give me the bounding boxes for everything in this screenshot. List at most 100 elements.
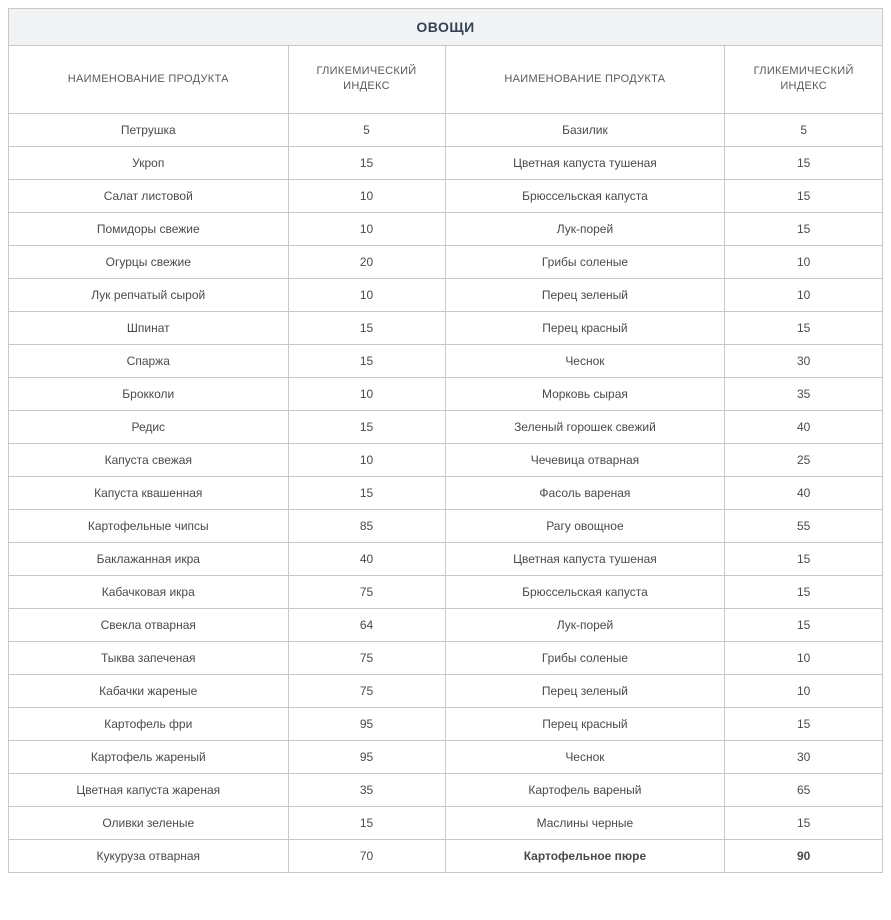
product-name: Картофельное пюре xyxy=(446,839,725,872)
table-row: Шпинат15 xyxy=(9,311,445,344)
table-row: Чечевица отварная25 xyxy=(446,443,883,476)
table-row: Грибы соленые10 xyxy=(446,245,883,278)
glycemic-index: 15 xyxy=(288,344,445,377)
product-name: Цветная капуста тушеная xyxy=(446,146,725,179)
glycemic-index: 15 xyxy=(725,179,882,212)
left-table: НАИМЕНОВАНИЕ ПРОДУКТА ГЛИКЕМИЧЕСКИЙ ИНДЕ… xyxy=(9,46,446,872)
table-row: Цветная капуста тушеная15 xyxy=(446,146,883,179)
product-name: Рагу овощное xyxy=(446,509,725,542)
product-name: Чеснок xyxy=(446,740,725,773)
product-name: Капуста квашенная xyxy=(9,476,288,509)
glycemic-index: 15 xyxy=(725,575,882,608)
glycemic-index: 15 xyxy=(288,806,445,839)
glycemic-index: 15 xyxy=(288,410,445,443)
table-row: Брюссельская капуста15 xyxy=(446,575,883,608)
product-name: Кабачковая икра xyxy=(9,575,288,608)
table-row: Фасоль вареная40 xyxy=(446,476,883,509)
header-row: НАИМЕНОВАНИЕ ПРОДУКТА ГЛИКЕМИЧЕСКИЙ ИНДЕ… xyxy=(446,46,883,113)
product-name: Чеснок xyxy=(446,344,725,377)
glycemic-index: 10 xyxy=(288,377,445,410)
product-name: Перец красный xyxy=(446,311,725,344)
glycemic-index: 15 xyxy=(725,806,882,839)
table-row: Чеснок30 xyxy=(446,344,883,377)
table-row: Тыква запеченая75 xyxy=(9,641,445,674)
product-name: Спаржа xyxy=(9,344,288,377)
product-name: Перец зеленый xyxy=(446,278,725,311)
product-name: Брюссельская капуста xyxy=(446,179,725,212)
product-name: Лук репчатый сырой xyxy=(9,278,288,311)
product-name: Оливки зеленые xyxy=(9,806,288,839)
table-row: Зеленый горошек свежий40 xyxy=(446,410,883,443)
table-row: Кабачки жареные75 xyxy=(9,674,445,707)
product-name: Баклажанная икра xyxy=(9,542,288,575)
header-name: НАИМЕНОВАНИЕ ПРОДУКТА xyxy=(9,46,288,113)
glycemic-index: 15 xyxy=(725,608,882,641)
glycemic-index: 15 xyxy=(725,212,882,245)
product-name: Огурцы свежие xyxy=(9,245,288,278)
glycemic-index: 10 xyxy=(725,641,882,674)
table-row: Лук репчатый сырой10 xyxy=(9,278,445,311)
product-name: Кукуруза отварная xyxy=(9,839,288,872)
columns-wrap: НАИМЕНОВАНИЕ ПРОДУКТА ГЛИКЕМИЧЕСКИЙ ИНДЕ… xyxy=(9,46,882,872)
product-name: Картофель жареный xyxy=(9,740,288,773)
table-row: Петрушка5 xyxy=(9,113,445,146)
glycemic-index: 90 xyxy=(725,839,882,872)
product-name: Морковь сырая xyxy=(446,377,725,410)
table-row: Рагу овощное55 xyxy=(446,509,883,542)
product-name: Грибы соленые xyxy=(446,641,725,674)
glycemic-index: 15 xyxy=(725,542,882,575)
table-row: Цветная капуста тушеная15 xyxy=(446,542,883,575)
product-name: Укроп xyxy=(9,146,288,179)
right-table: НАИМЕНОВАНИЕ ПРОДУКТА ГЛИКЕМИЧЕСКИЙ ИНДЕ… xyxy=(446,46,883,872)
table-row: Огурцы свежие20 xyxy=(9,245,445,278)
table-row: Перец зеленый10 xyxy=(446,674,883,707)
table-row: Чеснок30 xyxy=(446,740,883,773)
header-row: НАИМЕНОВАНИЕ ПРОДУКТА ГЛИКЕМИЧЕСКИЙ ИНДЕ… xyxy=(9,46,445,113)
glycemic-index: 35 xyxy=(725,377,882,410)
glycemic-index: 40 xyxy=(725,410,882,443)
table-row: Редис15 xyxy=(9,410,445,443)
table-row: Грибы соленые10 xyxy=(446,641,883,674)
table-row: Капуста квашенная15 xyxy=(9,476,445,509)
table-row: Перец красный15 xyxy=(446,707,883,740)
table-row: Картофель фри95 xyxy=(9,707,445,740)
gi-table-container: ОВОЩИ НАИМЕНОВАНИЕ ПРОДУКТА ГЛИКЕМИЧЕСКИ… xyxy=(8,8,883,873)
table-row: Кукуруза отварная70 xyxy=(9,839,445,872)
product-name: Перец зеленый xyxy=(446,674,725,707)
product-name: Брокколи xyxy=(9,377,288,410)
glycemic-index: 10 xyxy=(288,179,445,212)
table-row: Помидоры свежие10 xyxy=(9,212,445,245)
table-row: Картофельное пюре90 xyxy=(446,839,883,872)
table-row: Картофель жареный95 xyxy=(9,740,445,773)
glycemic-index: 95 xyxy=(288,740,445,773)
table-row: Базилик5 xyxy=(446,113,883,146)
glycemic-index: 65 xyxy=(725,773,882,806)
table-row: Лук-порей15 xyxy=(446,212,883,245)
product-name: Шпинат xyxy=(9,311,288,344)
table-row: Брюссельская капуста15 xyxy=(446,179,883,212)
table-row: Маслины черные15 xyxy=(446,806,883,839)
table-row: Свекла отварная64 xyxy=(9,608,445,641)
product-name: Помидоры свежие xyxy=(9,212,288,245)
glycemic-index: 10 xyxy=(725,278,882,311)
table-row: Перец красный15 xyxy=(446,311,883,344)
product-name: Картофельные чипсы xyxy=(9,509,288,542)
table-row: Цветная капуста жареная35 xyxy=(9,773,445,806)
glycemic-index: 10 xyxy=(725,674,882,707)
table-row: Картофель вареный65 xyxy=(446,773,883,806)
product-name: Фасоль вареная xyxy=(446,476,725,509)
product-name: Лук-порей xyxy=(446,212,725,245)
product-name: Картофель фри xyxy=(9,707,288,740)
product-name: Кабачки жареные xyxy=(9,674,288,707)
product-name: Тыква запеченая xyxy=(9,641,288,674)
table-row: Брокколи10 xyxy=(9,377,445,410)
glycemic-index: 15 xyxy=(725,311,882,344)
table-row: Перец зеленый10 xyxy=(446,278,883,311)
product-name: Лук-порей xyxy=(446,608,725,641)
glycemic-index: 5 xyxy=(288,113,445,146)
table-row: Салат листовой10 xyxy=(9,179,445,212)
glycemic-index: 40 xyxy=(288,542,445,575)
glycemic-index: 95 xyxy=(288,707,445,740)
glycemic-index: 15 xyxy=(288,311,445,344)
product-name: Чечевица отварная xyxy=(446,443,725,476)
